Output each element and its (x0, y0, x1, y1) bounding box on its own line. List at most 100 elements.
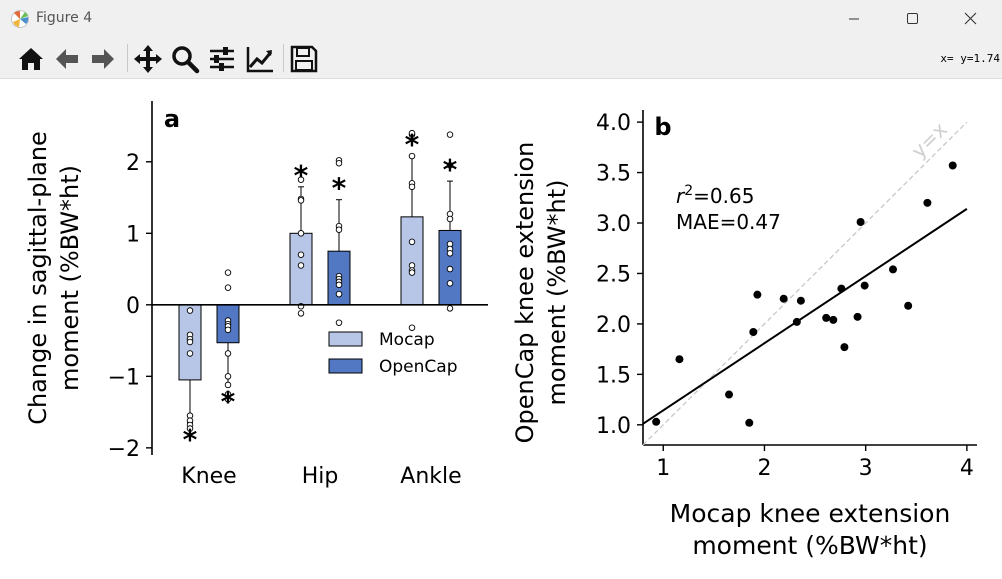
data-point (923, 198, 932, 207)
data-point (948, 161, 957, 170)
window-title: Figure 4 (36, 10, 93, 26)
legend-label: Mocap (379, 330, 435, 350)
x-tick-label: 2 (757, 456, 771, 481)
data-point (186, 350, 194, 357)
r2-annotation: r2=0.65 (676, 183, 754, 208)
series-mocap: * * * (178, 128, 424, 456)
y-tick-label: 1 (126, 222, 140, 247)
data-point (186, 338, 194, 346)
y-tick-label: −1 (108, 365, 140, 390)
sliders-icon (210, 47, 234, 71)
edit-axes-button[interactable] (243, 42, 277, 76)
data-point (904, 301, 913, 310)
data-point (779, 294, 788, 303)
data-point (297, 230, 305, 237)
minimize-icon (849, 18, 859, 20)
data-point (853, 312, 862, 321)
panel-label: b (654, 113, 671, 141)
data-point (297, 262, 305, 269)
significance-marker: * (405, 128, 420, 161)
data-point (888, 265, 897, 274)
y-tick-label: 3.0 (596, 212, 631, 237)
data-point (224, 350, 232, 357)
y-axis-label: OpenCap knee extension (511, 142, 539, 444)
x-tick-label: 4 (960, 456, 974, 481)
data-point (297, 310, 305, 317)
y-tick-label: 3.5 (596, 162, 631, 187)
y-tick-label: 0 (126, 294, 140, 319)
maximize-icon (907, 13, 918, 24)
close-icon (964, 12, 977, 25)
data-point (224, 269, 232, 276)
y-tick-label: 2 (126, 151, 140, 176)
legend: Mocap OpenCap (328, 330, 457, 377)
data-point (446, 250, 454, 257)
data-point (675, 355, 684, 364)
pan-button[interactable] (131, 42, 165, 76)
title-bar: Figure 4 (0, 0, 1002, 38)
x-axis-label: moment (%BW*ht) (692, 531, 927, 560)
significance-marker: * (183, 423, 198, 456)
data-point (822, 313, 831, 322)
data-point (224, 395, 232, 403)
data-point (408, 269, 416, 276)
regression-line (642, 208, 968, 425)
y-tick-label: 1.5 (596, 363, 631, 388)
panel-b-scatter-chart: 1 2 3 41.01.52.02.53.03.54.0 y=xr2=0.65MAE=0… (511, 110, 977, 560)
save-button[interactable] (287, 42, 321, 76)
data-point (446, 265, 454, 273)
y-tick-label: 1.0 (596, 414, 631, 439)
data-point (860, 281, 869, 290)
y-axis-label: Change in sagittal-plane (24, 131, 52, 425)
toolbar-separator (283, 44, 284, 72)
data-point (408, 238, 416, 246)
matplotlib-logo-icon (11, 10, 29, 28)
bar (289, 232, 313, 306)
data-point (408, 324, 416, 331)
figure-canvas[interactable]: −2 −1 0 1 2 Knee Hip Ankle a Change in sagittal-p… (0, 79, 1002, 579)
arrow-left-icon (56, 49, 78, 69)
zoom-button[interactable] (168, 42, 202, 76)
r2-superscript: 2 (684, 183, 693, 199)
data-point (408, 183, 416, 191)
data-point (837, 284, 846, 293)
data-point (297, 197, 305, 204)
y-tick-label: 2.5 (596, 262, 631, 287)
series-opencap: * * * (216, 131, 462, 418)
data-point (224, 284, 232, 291)
legend-swatch (328, 331, 363, 347)
close-button[interactable] (942, 0, 1000, 38)
significance-marker: * (294, 159, 309, 192)
data-point (446, 280, 454, 287)
significance-marker: * (221, 385, 236, 418)
data-point (297, 251, 305, 259)
panel-label: a (164, 105, 180, 133)
y-axis-label: moment (%BW*ht) (543, 180, 571, 406)
data-point (446, 131, 454, 138)
data-point (745, 418, 754, 427)
significance-marker: * (332, 172, 347, 205)
line-chart-icon (246, 47, 273, 73)
panel-a-bar-chart: −2 −1 0 1 2 Knee Hip Ankle a Change in sagittal-p… (24, 101, 488, 489)
subplots-button[interactable] (205, 42, 239, 76)
back-button[interactable] (50, 42, 84, 76)
data-point (829, 315, 838, 324)
minimize-button[interactable] (826, 0, 884, 38)
y-tick-label: 2.0 (596, 313, 631, 338)
y-tick-label: 4.0 (596, 111, 631, 136)
data-point (796, 296, 805, 305)
data-point (446, 305, 454, 312)
toolbar-separator (127, 44, 128, 72)
home-button[interactable] (14, 42, 48, 76)
r2-value: =0.65 (693, 184, 754, 208)
identity-line (642, 121, 968, 446)
data-point (224, 326, 232, 334)
forward-button[interactable] (86, 42, 120, 76)
maximize-button[interactable] (884, 0, 942, 38)
coordinate-readout: x= y=1.74 (940, 52, 1000, 65)
home-icon (19, 48, 43, 70)
identity-line-label: y=x (906, 117, 952, 163)
data-point (335, 226, 343, 233)
x-tick-label: 3 (859, 456, 873, 481)
data-point (186, 425, 194, 432)
